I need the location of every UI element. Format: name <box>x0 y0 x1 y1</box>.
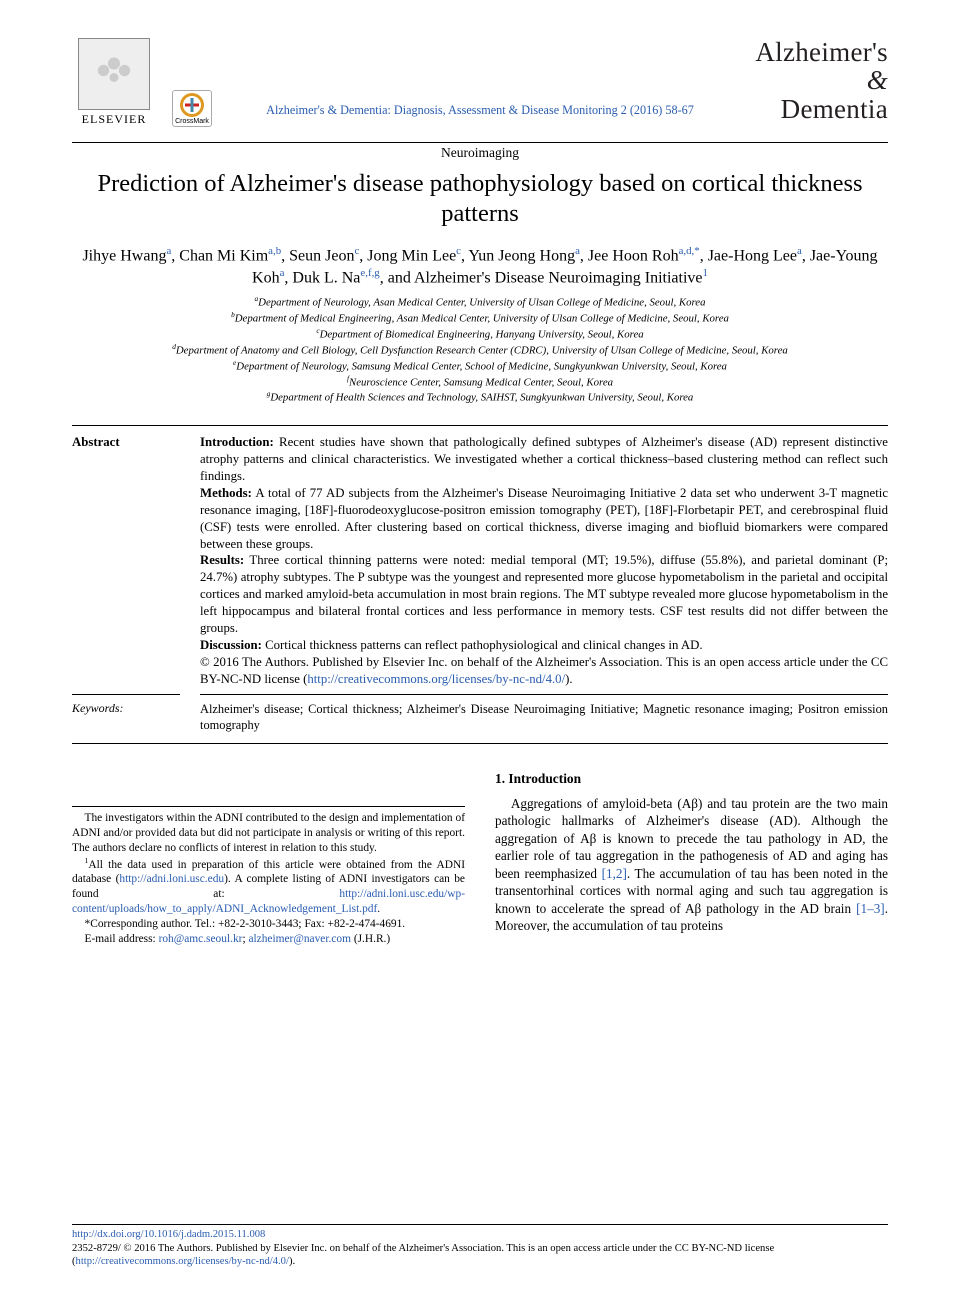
author-list: Jihye Hwanga, Chan Mi Kima,b, Seun Jeonc… <box>82 245 878 289</box>
ref-1-2[interactable]: [1,2] <box>602 866 627 881</box>
footer-license-link[interactable]: http://creativecommons.org/licenses/by-n… <box>76 1256 289 1267</box>
issn-post: ). <box>289 1256 295 1267</box>
header-left: ELSEVIER CrossMark <box>72 38 212 127</box>
abs-discussion-head: Discussion: <box>200 638 262 652</box>
article-title: Prediction of Alzheimer's disease pathop… <box>92 169 868 229</box>
license-link[interactable]: http://creativecommons.org/licenses/by-n… <box>307 672 565 686</box>
abstract-label: Abstract <box>72 434 180 687</box>
abs-intro-head: Introduction: <box>200 435 274 449</box>
abs-copyright-post: ). <box>565 672 572 686</box>
crossmark-icon <box>180 93 204 117</box>
crossmark-badge[interactable]: CrossMark <box>172 90 212 127</box>
abs-discussion-text: Cortical thickness patterns can reflect … <box>262 638 703 652</box>
journal-brand-amp: & <box>867 65 888 95</box>
right-column: 1. Introduction Aggregations of amyloid-… <box>495 770 888 946</box>
intro-body: Aggregations of amyloid-beta (Aβ) and ta… <box>495 795 888 934</box>
abstract-block: Abstract Introduction: Recent studies ha… <box>72 425 888 744</box>
page-footer: http://dx.doi.org/10.1016/j.dadm.2015.11… <box>72 1224 888 1268</box>
data-note: 1All the data used in preparation of thi… <box>72 856 465 917</box>
conflict-note: The investigators within the ADNI contri… <box>72 811 465 855</box>
data-note-post: . <box>377 903 380 915</box>
abs-methods-head: Methods: <box>200 486 252 500</box>
journal-brand: Alzheimer's & Dementia <box>755 38 888 123</box>
intro-heading: 1. Introduction <box>495 770 888 788</box>
abstract-body: Introduction: Recent studies have shown … <box>200 434 888 687</box>
keywords-label: Keywords: <box>72 694 180 734</box>
crossmark-label: CrossMark <box>175 118 209 125</box>
keywords-text: Alzheimer's disease; Cortical thickness;… <box>200 694 888 734</box>
footnotes: The investigators within the ADNI contri… <box>72 806 465 946</box>
elsevier-logo: ELSEVIER <box>72 38 156 127</box>
email-line: E-mail address: roh@amc.seoul.kr; alzhei… <box>72 932 465 947</box>
publisher-name: ELSEVIER <box>82 112 147 127</box>
issn-line: 2352-8729/ © 2016 The Authors. Published… <box>72 1242 888 1268</box>
email-1[interactable]: roh@amc.seoul.kr <box>159 933 243 945</box>
email-label: E-mail address: <box>85 933 159 945</box>
abs-results-text: Three cortical thinning patterns were no… <box>200 553 888 635</box>
abs-methods-text: A total of 77 AD subjects from the Alzhe… <box>200 486 888 551</box>
ref-1-3[interactable]: [1–3] <box>856 901 885 916</box>
affiliation-list: aDepartment of Neurology, Asan Medical C… <box>72 294 888 405</box>
email-tail: (J.H.R.) <box>351 933 390 945</box>
elsevier-tree-icon <box>78 38 150 110</box>
doi-link[interactable]: http://dx.doi.org/10.1016/j.dadm.2015.11… <box>72 1228 888 1241</box>
journal-brand-line1: Alzheimer's <box>755 37 888 67</box>
journal-brand-line2: Dementia <box>781 94 888 124</box>
body-columns: The investigators within the ADNI contri… <box>72 770 888 946</box>
abs-results-head: Results: <box>200 553 244 567</box>
adni-url[interactable]: http://adni.loni.usc.edu <box>119 873 224 885</box>
email-2[interactable]: alzheimer@naver.com <box>248 933 351 945</box>
abs-intro-text: Recent studies have shown that pathologi… <box>200 435 888 483</box>
corresponding-author: *Corresponding author. Tel.: +82-2-3010-… <box>72 917 465 932</box>
left-column: The investigators within the ADNI contri… <box>72 770 465 946</box>
article-section: Neuroimaging <box>72 145 888 161</box>
header-rule <box>72 142 888 143</box>
